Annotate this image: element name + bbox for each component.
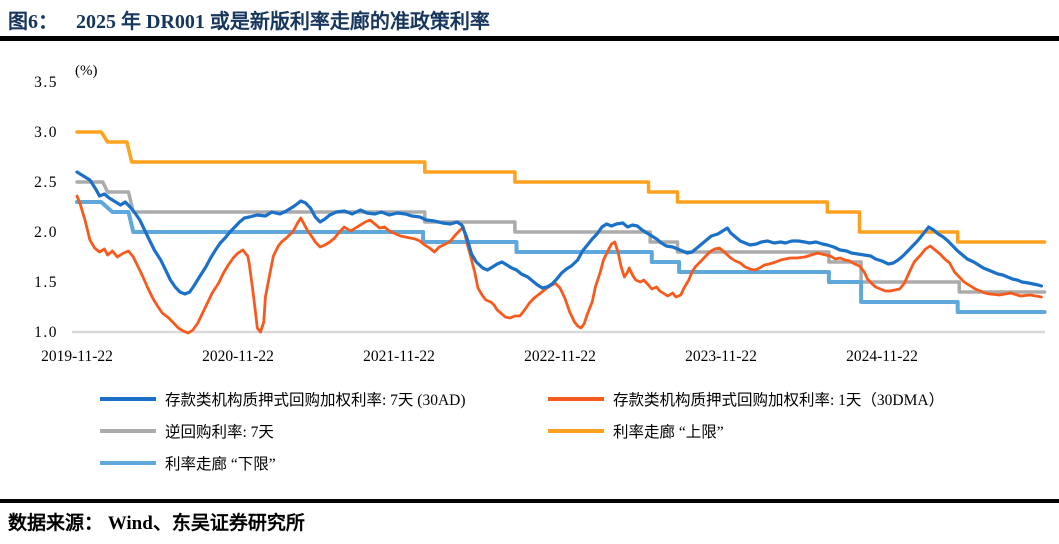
y-tick-label: 3.0 <box>34 124 58 141</box>
legend-item-dr007-30ad: 存款类机构质押式回购加权利率: 7天 (30AD) <box>100 387 548 410</box>
data-source-note: 数据来源： Wind、东吴证券研究所 <box>8 513 305 534</box>
y-tick-label: 2.0 <box>34 224 58 241</box>
legend-item-omo-7d: 逆回购利率: 7天 <box>100 419 548 442</box>
legend-swatch-orange-line <box>548 428 604 433</box>
x-tick-label: 2019-11-22 <box>41 348 113 365</box>
y-tick-label: 3.5 <box>34 74 58 91</box>
y-tick-label: 2.5 <box>34 174 58 191</box>
legend-item-dr001-30dma: 存款类机构质押式回购加权利率: 1天（30DMA） <box>548 387 944 410</box>
legend-label: 利率走廊 “上限” <box>613 423 724 441</box>
legend-swatch-orangered-line <box>548 396 604 401</box>
legend-item-corridor-upper: 利率走廊 “上限” <box>548 419 944 442</box>
chart-legend: 存款类机构质押式回购加权利率: 7天 (30AD) 存款类机构质押式回购加权利率… <box>100 387 944 474</box>
legend-item-corridor-lower: 利率走廊 “下限” <box>100 451 548 474</box>
y-tick-label: 1.0 <box>34 324 58 341</box>
y-tick-label: 1.5 <box>34 274 58 291</box>
x-tick-label: 2024-11-22 <box>846 348 918 365</box>
series-line-corridor-upper <box>75 130 1047 244</box>
y-axis-unit-label: (%) <box>75 63 98 79</box>
x-tick-label: 2022-11-22 <box>524 348 596 365</box>
figure-title: 图6： 2025 年 DR001 或是新版利率走廊的准政策利率 <box>8 5 490 34</box>
x-tick-label: 2023-11-22 <box>685 348 757 365</box>
title-divider-rule <box>0 36 1059 41</box>
series-line-dr001-30dma <box>75 194 1043 335</box>
legend-label: 利率走廊 “下限” <box>165 455 276 473</box>
legend-swatch-blue-line <box>100 396 156 401</box>
figure-title-text: 2025 年 DR001 或是新版利率走廊的准政策利率 <box>76 11 490 33</box>
x-tick-label: 2020-11-22 <box>202 348 274 365</box>
legend-swatch-lightblue-line <box>100 460 156 465</box>
legend-label: 存款类机构质押式回购加权利率: 1天（30DMA） <box>613 391 945 409</box>
legend-label: 存款类机构质押式回购加权利率: 7天 (30AD) <box>165 391 466 409</box>
series-line-omo-7d-reverse-repo <box>75 180 1047 294</box>
legend-label: 逆回购利率: 7天 <box>165 423 274 441</box>
series-line-corridor-lower <box>75 200 1047 314</box>
source-divider-rule <box>0 499 1059 503</box>
series-line-dr007-30ad <box>75 170 1044 296</box>
x-tick-label: 2021-11-22 <box>363 348 435 365</box>
figure-label: 图6： <box>8 11 58 33</box>
legend-swatch-gray-line <box>100 428 156 433</box>
